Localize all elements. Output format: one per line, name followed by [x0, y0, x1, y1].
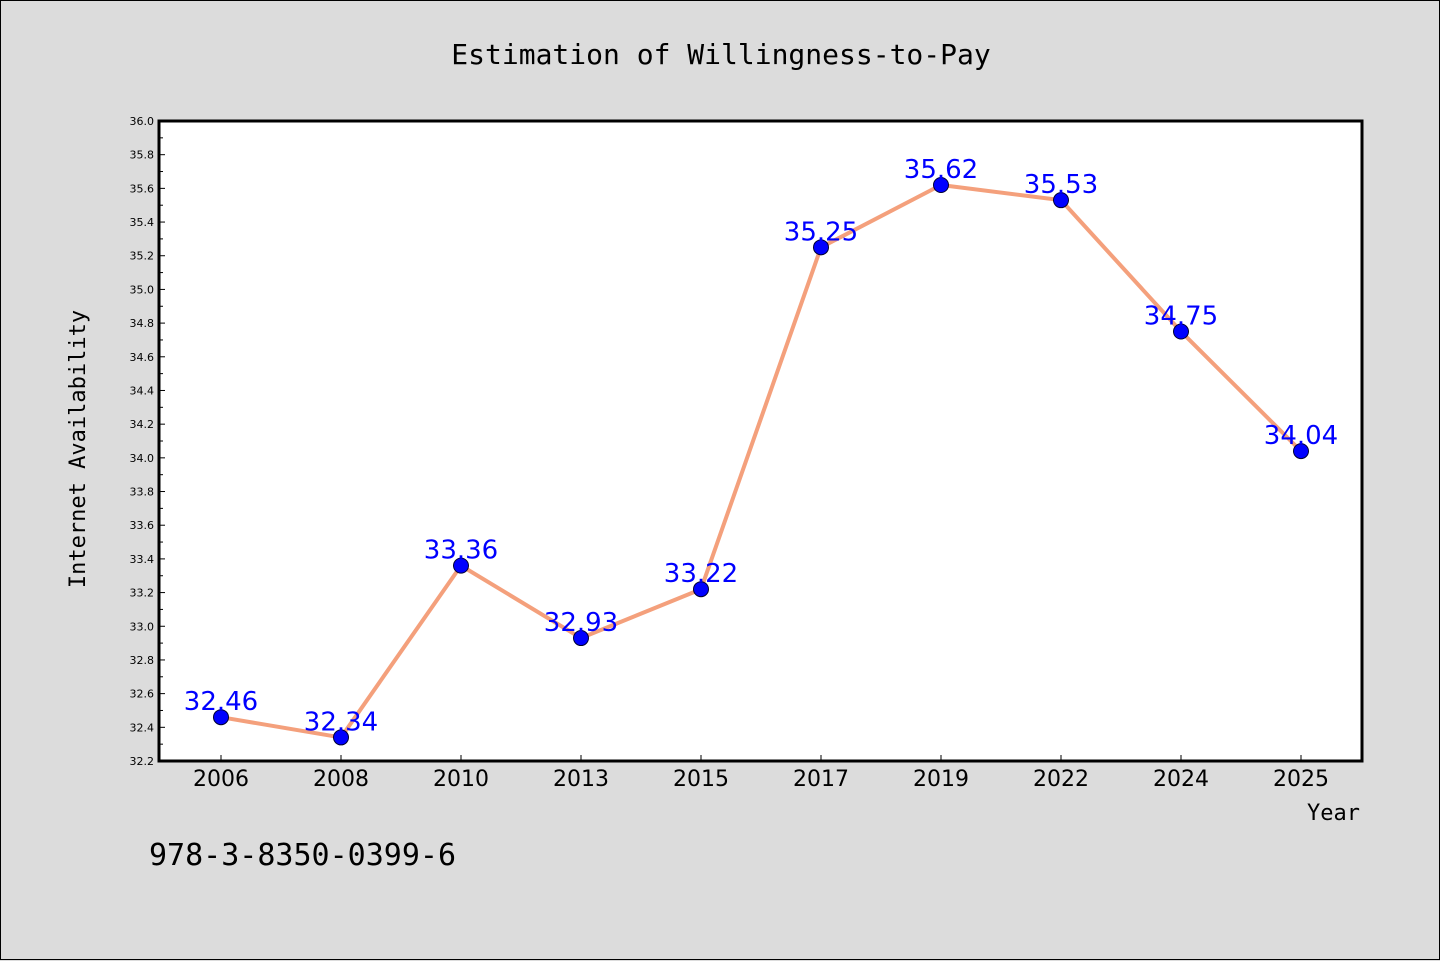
- data-point: [693, 581, 709, 598]
- y-tick-label: 33.6: [130, 519, 155, 532]
- x-tick-label: 2024: [1153, 767, 1209, 792]
- y-axis-label: Internet Availability: [66, 310, 91, 588]
- x-tick-label: 2015: [673, 767, 729, 792]
- y-tick-label: 35.0: [130, 283, 155, 296]
- y-tick-label: 33.4: [130, 553, 155, 566]
- data-label: 34.04: [1264, 421, 1338, 451]
- series-group: 32.46 32.34 33.36 32.93 33.22 35.25 35.62 35.53…: [184, 155, 1338, 746]
- y-tick-label: 32.6: [130, 688, 155, 701]
- data-point: [333, 729, 349, 746]
- x-tick-label: 2019: [913, 767, 969, 792]
- x-tick-label: 2008: [313, 767, 369, 792]
- y-tick-label: 35.6: [130, 182, 155, 195]
- x-tick-label: 2025: [1273, 767, 1329, 792]
- data-point: [1293, 443, 1309, 460]
- plot-area: [157, 119, 1364, 763]
- y-tick-label: 35.4: [130, 216, 155, 229]
- chart-title: Estimation of Willingness-to-Pay: [451, 38, 990, 71]
- x-tick-label: 2017: [793, 767, 849, 792]
- y-tick-label: 35.2: [130, 250, 155, 263]
- y-tick-label: 34.6: [130, 351, 155, 364]
- y-tick-label: 35.8: [130, 149, 155, 162]
- y-tick-label: 33.2: [130, 587, 155, 600]
- y-tick-label: 34.2: [130, 418, 155, 431]
- y-axis: 32.2 32.4 32.6 32.8 33.0 33.2 33.4 33.6 33.8 34.0…: [130, 115, 165, 768]
- data-label: 35.25: [784, 217, 858, 247]
- data-label: 32.34: [304, 707, 378, 737]
- data-label: 34.75: [1144, 302, 1218, 332]
- y-tick-label: 33.0: [130, 620, 155, 633]
- y-tick-label: 34.0: [130, 452, 155, 465]
- x-axis: 2006 2008 2010 2013 2015 2017 2019 2022 2024 2025: [193, 755, 1329, 792]
- data-point: [453, 557, 469, 574]
- x-tick-label: 2022: [1033, 767, 1089, 792]
- data-point: [573, 630, 589, 647]
- data-label: 35.62: [904, 155, 978, 185]
- y-tick-label: 32.4: [130, 721, 155, 734]
- x-tick-label: 2006: [193, 767, 249, 792]
- data-point: [1053, 192, 1069, 209]
- y-tick-label: 34.4: [130, 384, 155, 397]
- x-axis-label: Year: [1307, 801, 1360, 826]
- x-tick-label: 2013: [553, 767, 609, 792]
- data-point: [1173, 323, 1189, 340]
- x-tick-label: 2010: [433, 767, 489, 792]
- data-label: 33.22: [664, 559, 738, 589]
- y-tick-label: 34.8: [130, 317, 155, 330]
- series-line: [220, 183, 1303, 740]
- data-point: [933, 177, 949, 193]
- y-tick-label: 32.8: [130, 654, 155, 667]
- data-label: 32.46: [184, 687, 258, 717]
- data-label: 32.93: [544, 608, 618, 638]
- data-label: 33.36: [424, 536, 498, 566]
- data-point: [213, 709, 229, 726]
- data-point: [813, 239, 829, 256]
- data-label: 35.53: [1024, 170, 1098, 200]
- isbn-text: 978-3-8350-0399-6: [149, 838, 456, 873]
- y-tick-label: 36.0: [130, 115, 155, 128]
- y-tick-label: 33.8: [130, 486, 155, 499]
- y-tick-label: 32.2: [130, 755, 155, 768]
